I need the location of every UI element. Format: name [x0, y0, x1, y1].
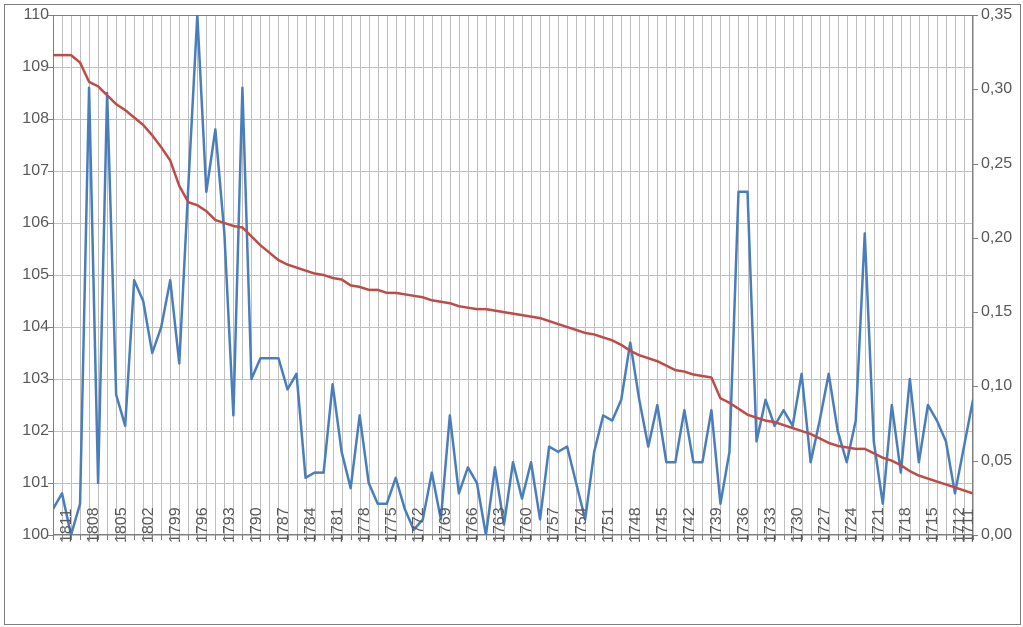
- plot-area: [53, 15, 973, 535]
- y1-tick-label: 102: [22, 422, 49, 440]
- y2-tick-label: 0,05: [981, 452, 1012, 470]
- y1-tick-label: 101: [22, 474, 49, 492]
- y2-tick-label: 0,20: [981, 229, 1012, 247]
- y1-tick-label: 104: [22, 318, 49, 336]
- y1-tick-label: 103: [22, 370, 49, 388]
- y2-tick-label: 0,30: [981, 80, 1012, 98]
- y1-tick-label: 109: [22, 58, 49, 76]
- y1-tick-label: 105: [22, 266, 49, 284]
- y1-tick-label: 108: [22, 110, 49, 128]
- y2-tick-label: 0,15: [981, 303, 1012, 321]
- y1-tick-label: 107: [22, 162, 49, 180]
- series-layer: [53, 15, 973, 535]
- y1-tick-label: 110: [23, 6, 49, 24]
- y2-tick-label: 0,35: [981, 6, 1012, 24]
- y1-tick-label: 100: [22, 526, 49, 544]
- y1-tick-label: 106: [22, 214, 49, 232]
- y2-tick-label: 0,10: [981, 377, 1012, 395]
- y2-tick-label: 0,00: [981, 526, 1012, 544]
- y2-tick-label: 0,25: [981, 155, 1012, 173]
- series-blue: [53, 15, 973, 535]
